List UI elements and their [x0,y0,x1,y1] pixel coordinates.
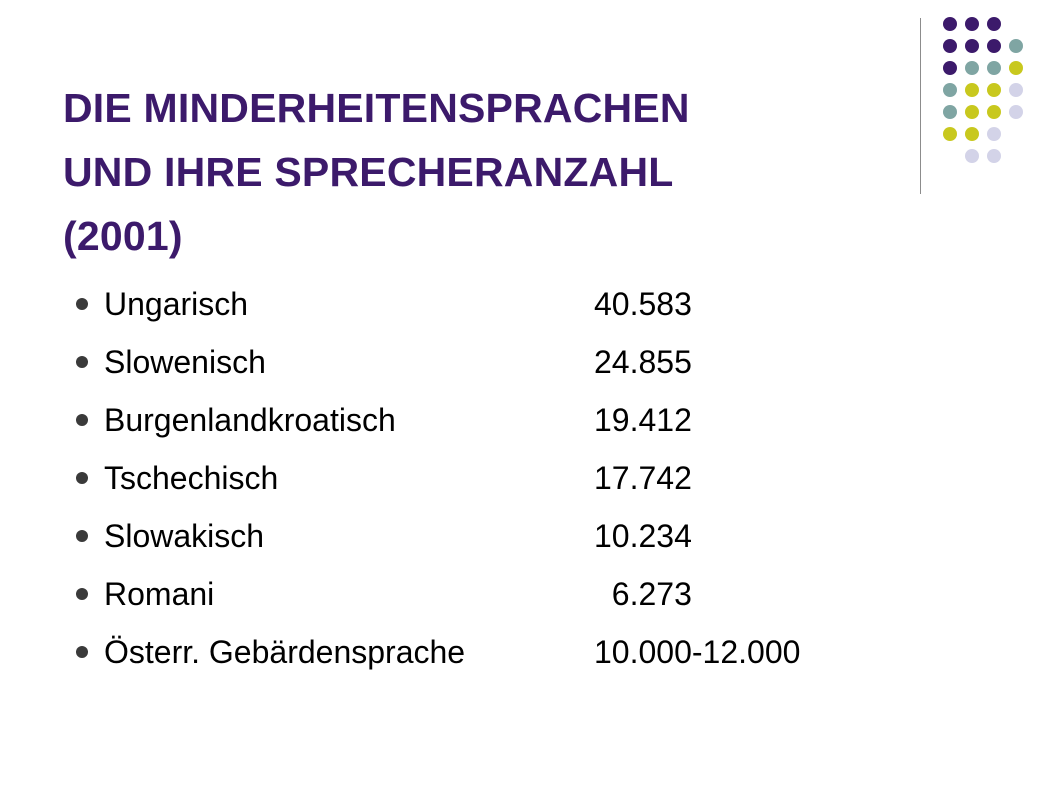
bullet-icon [76,472,88,484]
language-name: Österr. Gebärdensprache [104,633,466,670]
language-name: Ungarisch [104,285,249,322]
decorative-dot [943,61,957,75]
decorative-dot [965,61,979,75]
speaker-count: 24.855 [594,343,692,380]
title-line-2: UND IHRE SPRECHERANZAHL [63,149,674,195]
decorative-dot [1009,61,1023,75]
decorative-dot [987,105,1001,119]
bullet-icon [76,530,88,542]
decorative-dot [943,17,957,31]
decorative-dot [943,105,957,119]
decorative-dot [987,127,1001,141]
decorative-dot [987,61,1001,75]
decorative-divider [920,18,921,194]
list-item-gebaerdensprache: Österr. Gebärdensprache 10.000-12.000 [76,623,800,681]
list-item-ungarisch: Ungarisch 40.583 [76,275,800,333]
decorative-dot [965,105,979,119]
decorative-dot [965,83,979,97]
language-list: Ungarisch 40.583 Slowenisch 24.855 Burge… [76,275,800,681]
decorative-dot [943,83,957,97]
language-name: Slowakisch [104,517,265,554]
slide-title: DIE MINDERHEITENSPRACHEN UND IHRE SPRECH… [63,76,903,268]
list-item-burgenlandkroatisch: Burgenlandkroatisch 19.412 [76,391,800,449]
decorative-dot [965,127,979,141]
list-item-tschechisch: Tschechisch 17.742 [76,449,800,507]
decorative-dot [1009,39,1023,53]
speaker-count: 10.234 [594,517,692,554]
list-item-slowenisch: Slowenisch 24.855 [76,333,800,391]
decorative-dot [987,17,1001,31]
decorative-dot [987,149,1001,163]
decorative-dot [987,39,1001,53]
speaker-count: 6.273 [594,575,692,612]
bullet-icon [76,646,88,658]
bullet-icon [76,414,88,426]
decorative-dot [1009,83,1023,97]
language-name: Tschechisch [104,459,279,496]
language-name: Romani [104,575,215,612]
decorative-dot [965,149,979,163]
decorative-dot [1009,105,1023,119]
language-name: Burgenlandkroatisch [104,401,396,438]
decorative-dot [965,17,979,31]
title-line-1: DIE MINDERHEITENSPRACHEN [63,85,690,131]
bullet-icon [76,356,88,368]
list-item-romani: Romani 6.273 [76,565,800,623]
title-line-3: (2001) [63,213,183,259]
decorative-dot [965,39,979,53]
decorative-dot [987,83,1001,97]
bullet-icon [76,298,88,310]
speaker-count: 40.583 [594,285,692,322]
speaker-count: 19.412 [594,401,692,438]
language-name: Slowenisch [104,343,266,380]
decorative-dot [943,39,957,53]
speaker-count: 10.000-12.000 [594,633,801,670]
list-item-slowakisch: Slowakisch 10.234 [76,507,800,565]
speaker-count: 17.742 [594,459,692,496]
bullet-icon [76,588,88,600]
decorative-dot [943,127,957,141]
